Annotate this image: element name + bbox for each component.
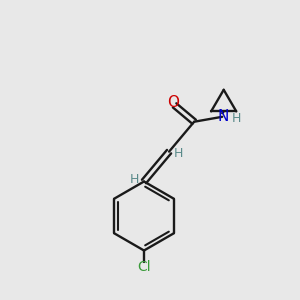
- Text: H: H: [232, 112, 241, 125]
- Text: H: H: [174, 147, 183, 160]
- Text: H: H: [130, 172, 139, 186]
- Text: N: N: [217, 109, 229, 124]
- Text: Cl: Cl: [137, 260, 151, 274]
- Text: O: O: [167, 95, 179, 110]
